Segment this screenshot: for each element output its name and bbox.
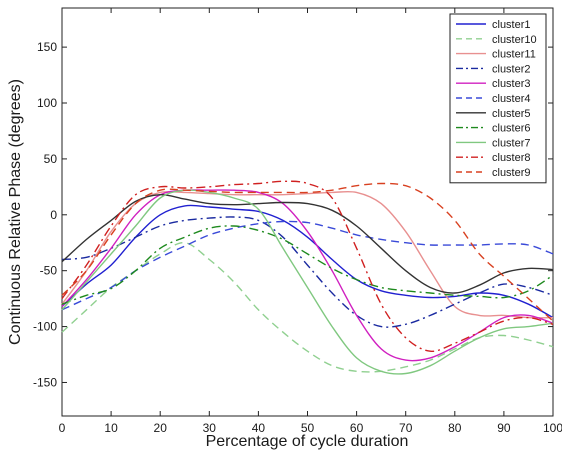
x-tick-label: 90 bbox=[497, 421, 511, 435]
legend-label-cluster10: cluster10 bbox=[492, 34, 537, 46]
x-tick-label: 10 bbox=[104, 421, 118, 435]
x-tick-label: 0 bbox=[59, 421, 66, 435]
y-tick-label: 150 bbox=[37, 40, 57, 54]
x-tick-label: 70 bbox=[399, 421, 413, 435]
series-line-cluster7 bbox=[61, 189, 554, 375]
legend-label-cluster1: cluster1 bbox=[492, 19, 531, 31]
y-tick-label: 50 bbox=[44, 152, 58, 166]
legend-label-cluster6: cluster6 bbox=[492, 123, 531, 135]
series-line-cluster2 bbox=[61, 216, 554, 328]
series-line-cluster9 bbox=[61, 182, 554, 322]
legend: cluster1 cluster10 cluster11 cluster2 cluste… bbox=[449, 13, 547, 184]
x-tick-label: 20 bbox=[154, 421, 168, 435]
y-tick-label: 100 bbox=[37, 96, 57, 110]
legend-label-cluster5: cluster5 bbox=[492, 108, 531, 120]
series-line-cluster6 bbox=[61, 225, 554, 305]
y-tick-label: -100 bbox=[33, 320, 57, 334]
y-tick-label: -50 bbox=[40, 264, 58, 278]
series-line-cluster3 bbox=[61, 189, 554, 362]
series-line-cluster10 bbox=[61, 241, 554, 373]
series-line-cluster1 bbox=[61, 204, 554, 319]
x-tick-label: 30 bbox=[203, 421, 217, 435]
ticks-layer: 0 10 20 30 40 50 60 70 80 90 100 -150 -100 -50 0 50 100 1… bbox=[33, 8, 562, 435]
legend-label-cluster8: cluster8 bbox=[492, 152, 531, 164]
legend-label-cluster7: cluster7 bbox=[492, 137, 531, 149]
legend-label-cluster2: cluster2 bbox=[492, 63, 531, 75]
x-tick-label: 100 bbox=[543, 421, 562, 435]
legend-label-cluster3: cluster3 bbox=[492, 78, 531, 90]
legend-label-cluster9: cluster9 bbox=[492, 167, 531, 179]
legend-label-cluster4: cluster4 bbox=[492, 93, 531, 105]
x-tick-label: 80 bbox=[448, 421, 462, 435]
series-layer bbox=[61, 180, 554, 375]
y-tick-label: 0 bbox=[50, 208, 57, 222]
legend-label-cluster11: cluster11 bbox=[492, 49, 536, 61]
series-line-cluster8 bbox=[61, 180, 554, 352]
x-axis-title: Percentage of cycle duration bbox=[206, 433, 409, 450]
series-line-cluster5 bbox=[61, 193, 554, 294]
y-axis-title: Continuous Relative Phase (degrees) bbox=[7, 79, 24, 345]
y-tick-label: -150 bbox=[33, 375, 57, 389]
x-tick-label: 50 bbox=[301, 421, 315, 435]
x-tick-label: 40 bbox=[252, 421, 266, 435]
x-tick-label: 60 bbox=[350, 421, 364, 435]
